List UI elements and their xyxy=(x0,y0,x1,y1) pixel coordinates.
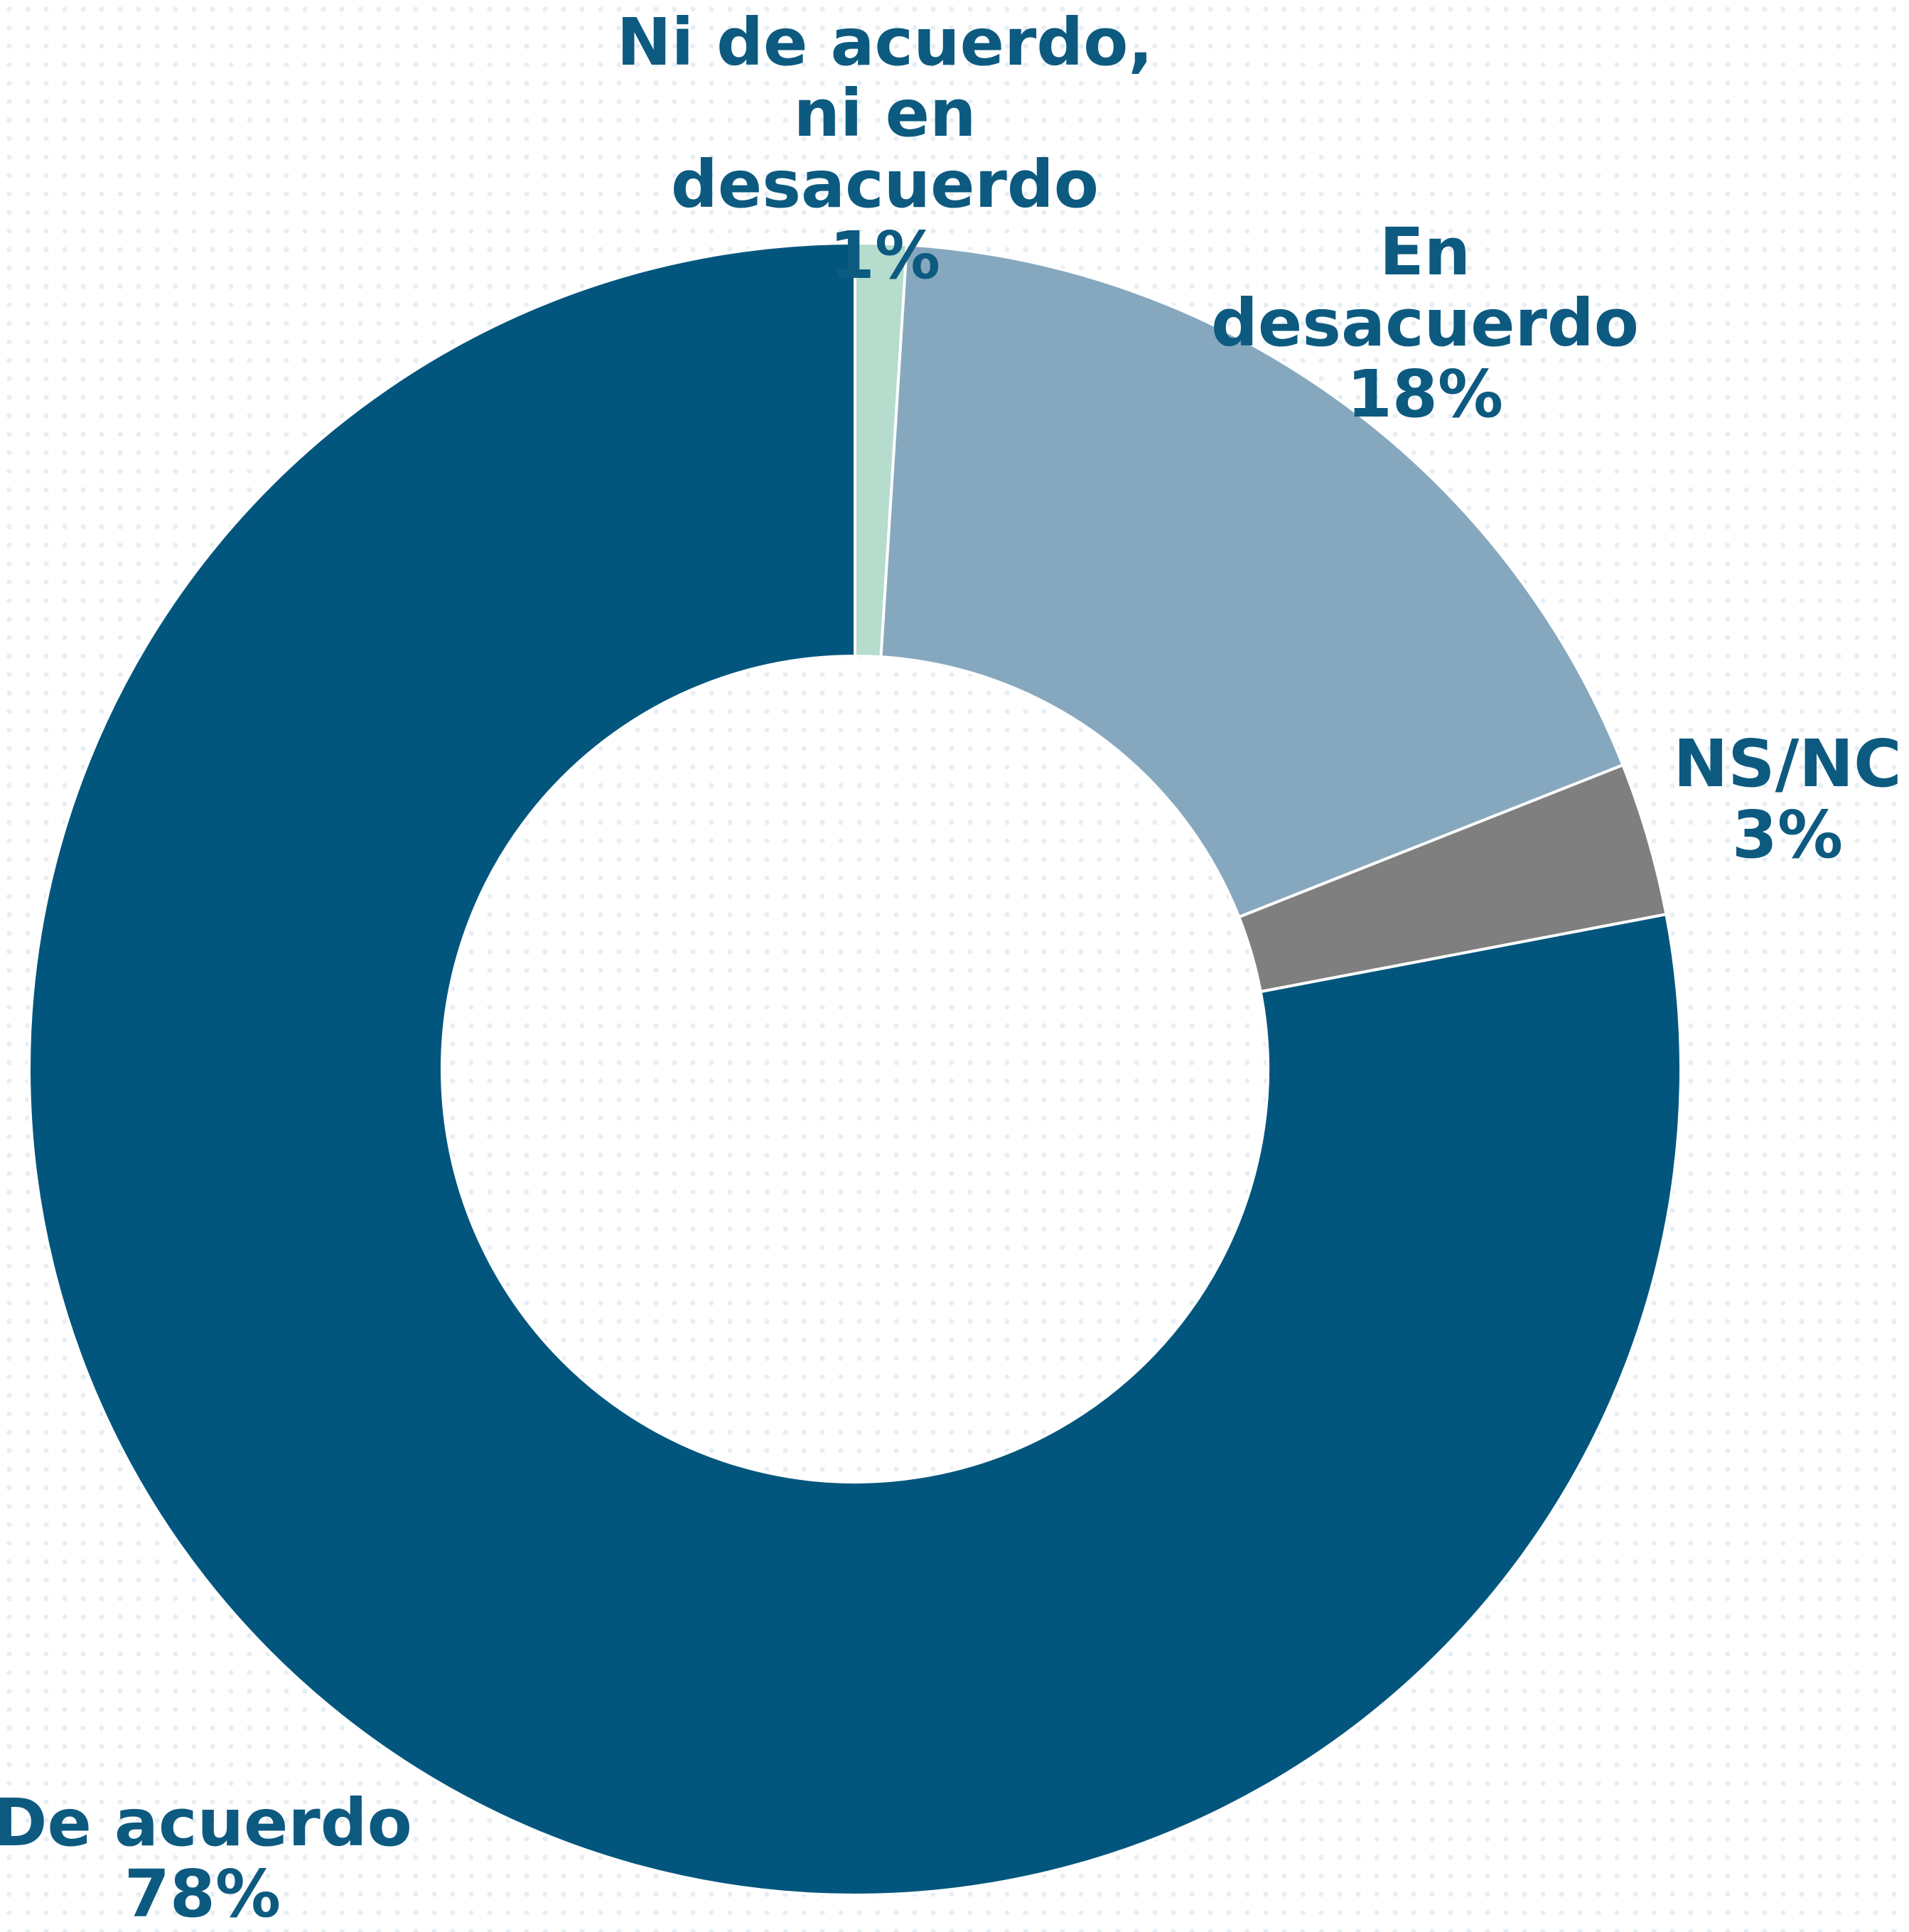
donut-segment xyxy=(28,241,1682,1896)
segment-label: NS/NC 3% xyxy=(1673,729,1901,871)
category-label: NS/NC xyxy=(1673,726,1902,802)
category-label: De acuerdo xyxy=(0,1785,412,1861)
value-label: 3% xyxy=(1731,797,1844,873)
value-label: 78% xyxy=(124,1856,281,1932)
segment-label: De acuerdo 78% xyxy=(0,1788,412,1930)
segment-label: En desacuerdo 18% xyxy=(1183,217,1667,430)
value-label: 1% xyxy=(829,218,941,294)
segment-label: Ni de acuerdo, ni en desacuerdo 1% xyxy=(593,7,1176,291)
category-label: Ni de acuerdo, ni en desacuerdo xyxy=(616,4,1154,222)
value-label: 18% xyxy=(1346,356,1504,432)
category-label: En desacuerdo xyxy=(1211,214,1639,361)
donut-segment xyxy=(879,243,1625,919)
